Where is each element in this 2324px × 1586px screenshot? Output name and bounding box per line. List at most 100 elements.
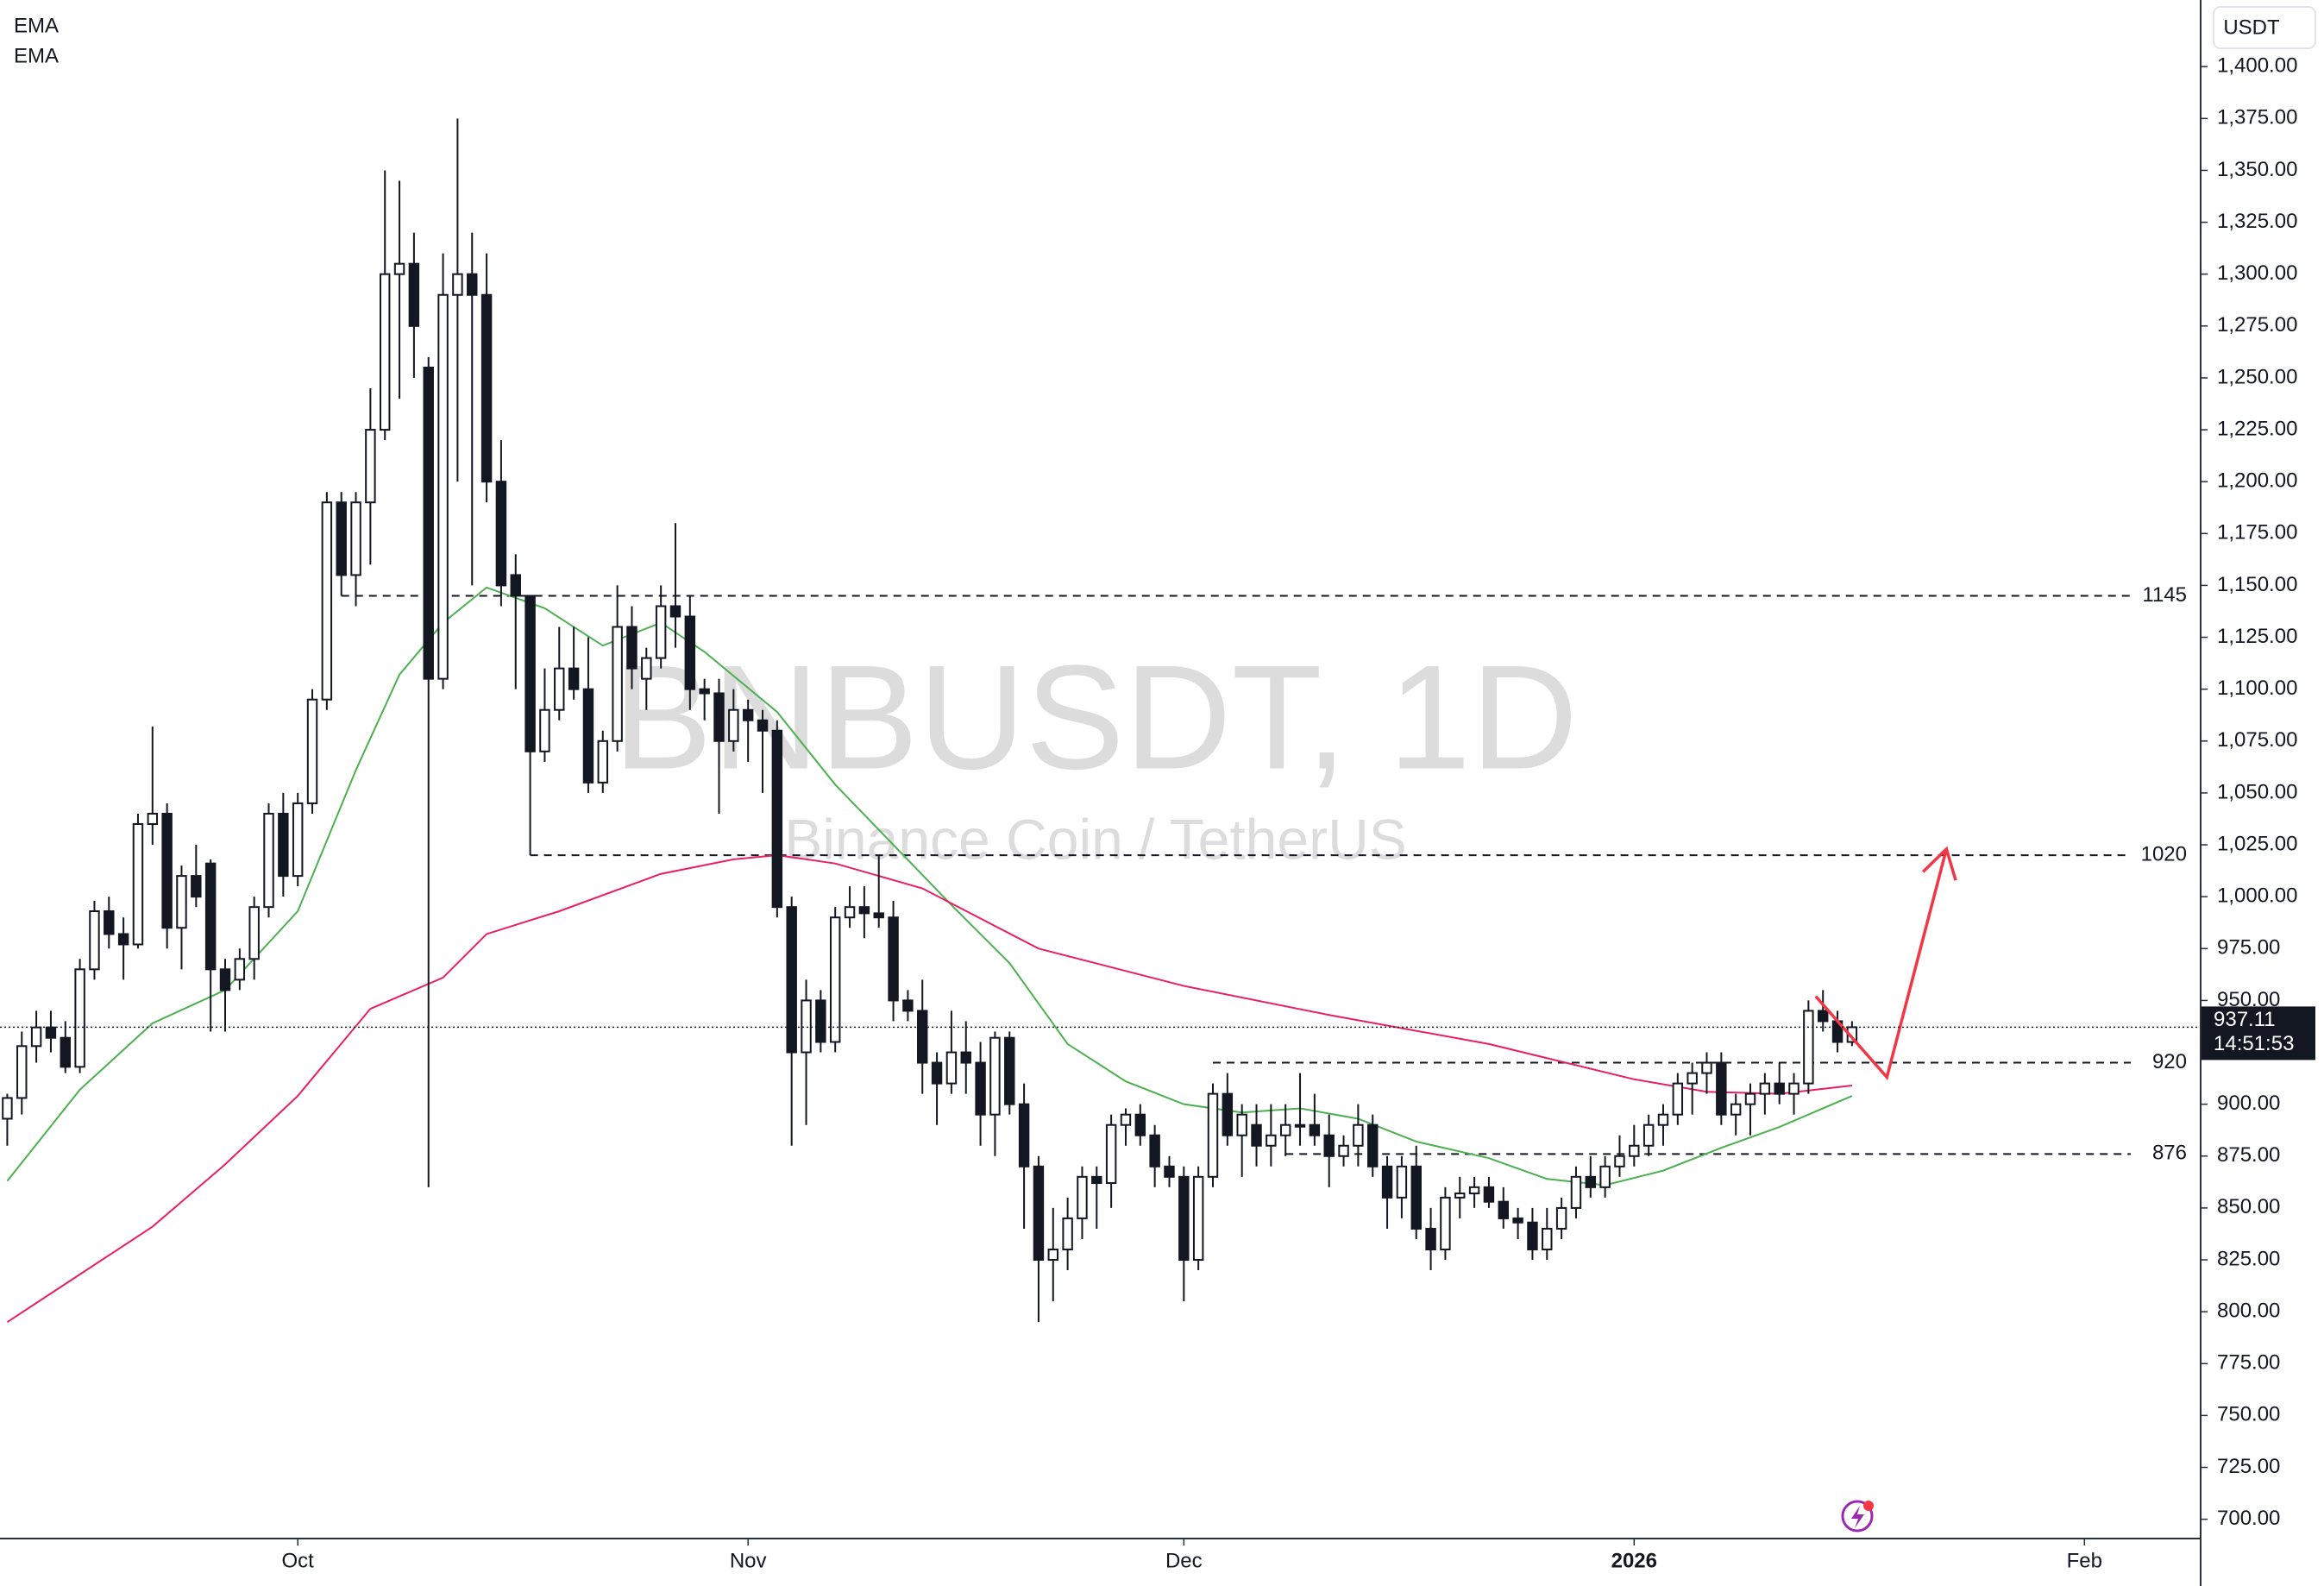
candle-body: [1309, 1123, 1321, 1136]
candle: [815, 990, 826, 1053]
y-tick-label: 1,125.00: [2217, 625, 2297, 648]
plot-area: 1145 1020 920 876: [0, 118, 2201, 1324]
y-tick-label: 1,075.00: [2217, 728, 2297, 752]
candle-body: [1149, 1134, 1160, 1167]
candle: [1716, 1052, 1727, 1125]
candle: [1120, 1108, 1132, 1146]
y-tick-label: 1,025.00: [2217, 832, 2297, 855]
candle-body: [757, 719, 769, 732]
candle: [1164, 1155, 1175, 1187]
candle-body: [278, 812, 289, 878]
candle-body: [132, 822, 144, 946]
candle: [1730, 1093, 1742, 1136]
candle-body: [1483, 1186, 1495, 1203]
candle-body: [815, 999, 826, 1043]
candle: [452, 118, 463, 482]
y-tick-label: 750.00: [2217, 1403, 2280, 1426]
candle-body: [684, 615, 696, 690]
candle-body: [248, 906, 260, 960]
candle-body: [452, 273, 463, 296]
candle: [1279, 1104, 1291, 1156]
candle-body: [16, 1045, 28, 1099]
candle-body: [104, 909, 115, 935]
candle-body: [30, 1026, 42, 1048]
candle: [1251, 1104, 1262, 1167]
candle-body: [582, 688, 594, 784]
candle-body: [1425, 1227, 1436, 1250]
drawn-arrow: [1814, 848, 1949, 1081]
candle: [1512, 1207, 1523, 1239]
candle-body: [655, 605, 667, 659]
candle-body: [960, 1051, 971, 1064]
candle: [1047, 1207, 1058, 1302]
currency-box[interactable]: [2213, 6, 2316, 49]
y-tick-label: 1,300.00: [2217, 261, 2297, 285]
y-tick-label: 900.00: [2217, 1092, 2280, 1115]
candle: [1527, 1207, 1538, 1261]
candle: [306, 689, 318, 814]
candle: [1236, 1104, 1247, 1177]
candle-body: [263, 812, 274, 909]
candle-body: [321, 501, 333, 701]
currency-label: USDT: [2223, 16, 2280, 39]
candle: [612, 585, 623, 752]
alert-icon[interactable]: [1841, 1500, 1874, 1533]
candle-body: [1817, 1010, 1829, 1023]
candle: [1410, 1145, 1422, 1239]
candle-body: [204, 862, 217, 971]
countdown-label: 14:51:53: [2214, 1032, 2294, 1055]
level-label: 876: [2152, 1142, 2187, 1165]
candle-body: [1047, 1248, 1058, 1262]
candle-body: [1774, 1082, 1785, 1095]
candle: [117, 917, 129, 980]
candle: [423, 356, 434, 1187]
candle-body: [1410, 1165, 1422, 1230]
candle-body: [1396, 1165, 1408, 1199]
candle: [495, 440, 507, 607]
candle-body: [873, 912, 884, 919]
candle-body: [234, 958, 246, 981]
candle-body: [1657, 1113, 1669, 1126]
y-tick-label: 775.00: [2217, 1351, 2280, 1375]
candle-body: [1323, 1134, 1335, 1157]
candle: [1643, 1114, 1655, 1156]
candle-body: [1585, 1175, 1597, 1188]
candle-body: [1294, 1123, 1306, 1128]
y-tick-label: 1,225.00: [2217, 417, 2297, 440]
candle-body: [336, 501, 347, 576]
y-tick-label: 825.00: [2217, 1247, 2280, 1270]
candle-body: [1788, 1082, 1800, 1095]
candle: [1614, 1135, 1625, 1177]
candle-body: [888, 916, 899, 1002]
candle: [379, 170, 391, 441]
candle: [655, 585, 667, 669]
candle: [786, 897, 797, 1146]
candle-body: [1542, 1227, 1553, 1250]
candle-body: [1629, 1144, 1640, 1157]
candle: [742, 699, 754, 762]
candle-body: [1686, 1072, 1698, 1085]
candle-body: [539, 708, 550, 752]
candle: [248, 897, 260, 980]
candle-body: [117, 933, 129, 946]
candle: [917, 979, 928, 1094]
candle-body: [626, 626, 638, 670]
candle: [1803, 1000, 1814, 1094]
candle: [713, 678, 725, 814]
candle: [1454, 1176, 1466, 1218]
candle-body: [1730, 1103, 1742, 1116]
candle: [931, 1052, 943, 1125]
candle-body: [60, 1036, 71, 1068]
y-tick-label: 850.00: [2217, 1195, 2280, 1218]
candle-body: [306, 698, 318, 804]
candle: [597, 730, 609, 793]
candle-body: [902, 999, 914, 1012]
candle: [1585, 1155, 1597, 1198]
x-tick-label: Oct: [282, 1549, 315, 1572]
candle: [191, 845, 202, 908]
candle: [1555, 1197, 1567, 1239]
candle: [1498, 1186, 1509, 1229]
candle-body: [423, 366, 434, 680]
candle: [1207, 1083, 1219, 1187]
